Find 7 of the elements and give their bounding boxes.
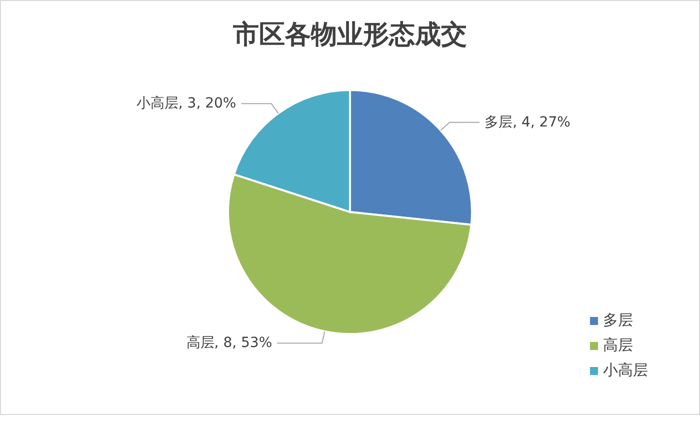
data-label: 小高层, 3, 20% xyxy=(136,96,236,112)
legend-label: 小高层 xyxy=(603,361,648,380)
chart-title: 市区各物业形态成交 xyxy=(232,19,468,52)
legend-label: 多层 xyxy=(603,311,633,330)
data-label: 高层, 8, 53% xyxy=(186,335,272,352)
legend-label: 高层 xyxy=(603,336,633,355)
data-label: 多层, 4, 27% xyxy=(484,114,570,130)
